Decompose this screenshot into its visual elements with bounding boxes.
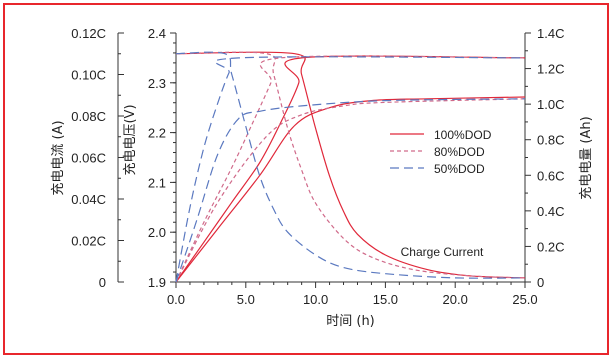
current-tick-label: 0.08C xyxy=(71,109,106,124)
x-tick-label: 10.0 xyxy=(303,292,328,307)
capacity-line-50-dod xyxy=(175,98,526,283)
x-axis-title: 时间 (h) xyxy=(326,314,375,329)
x-tick-label: 20.0 xyxy=(443,292,468,307)
current-tick-label: 0.02C xyxy=(71,234,106,249)
legend-label-80-dod: 80%DOD xyxy=(434,145,485,159)
current-line-100-dod xyxy=(175,51,526,279)
x-tick-label: 0.0 xyxy=(167,292,185,307)
voltage-tick-label: 2.3 xyxy=(148,76,166,91)
voltage-tick-label: 2.0 xyxy=(148,225,166,240)
voltage-line-50-dod xyxy=(175,56,526,283)
x-tick-label: 5.0 xyxy=(237,292,255,307)
capacity-tick-label: 0.4C xyxy=(537,204,564,219)
legend-label-50-dod: 50%DOD xyxy=(434,162,485,176)
voltage-tick-label: 1.9 xyxy=(148,275,166,290)
series-layer xyxy=(175,51,526,283)
current-tick-label: 0.06C xyxy=(71,151,106,166)
capacity-tick-label: 1.4C xyxy=(537,26,564,41)
capacity-tick-label: 0.8C xyxy=(537,133,564,148)
capacity-tick-label: 0.2C xyxy=(537,239,564,254)
current-tick-label: 0.04C xyxy=(71,192,106,207)
x-tick-label: 15.0 xyxy=(373,292,398,307)
capacity-line-80-dod xyxy=(175,98,526,283)
chart-frame xyxy=(3,3,609,355)
legend-label-100-dod: 100%DOD xyxy=(434,128,492,142)
capacity-tick-label: 1.0C xyxy=(537,97,564,112)
voltage-tick-label: 2.4 xyxy=(148,26,166,41)
labels-layer: 0.0 5.0 10.0 15.0 20.0 25.0 1.9 2.0 2.1 2.2 2.3 2.4… xyxy=(50,26,594,329)
voltage-tick-label: 2.1 xyxy=(148,175,166,190)
charge-current-annotation: Charge Current xyxy=(401,245,484,259)
voltage-line-80-dod xyxy=(175,55,526,283)
current-tick-label: 0.10C xyxy=(71,68,106,83)
capacity-line-100-dod xyxy=(175,96,526,283)
axes-layer xyxy=(117,32,531,288)
current-tick-label: 0 xyxy=(99,275,106,290)
voltage-tick-label: 2.2 xyxy=(148,126,166,141)
capacity-tick-label: 0 xyxy=(537,275,544,290)
capacity-tick-label: 1.2C xyxy=(537,62,564,77)
current-line-50-dod xyxy=(175,51,526,279)
capacity-tick-label: 0.6C xyxy=(537,168,564,183)
capacity-axis-title: 充电电量 (Ah) xyxy=(578,116,594,199)
x-tick-label: 25.0 xyxy=(512,292,537,307)
current-axis-title: 充电电流 (A) xyxy=(50,120,66,195)
current-tick-label: 0.12C xyxy=(71,26,106,41)
current-line-80-dod xyxy=(175,51,526,279)
voltage-axis-title: 充电电压(V) xyxy=(122,104,138,175)
